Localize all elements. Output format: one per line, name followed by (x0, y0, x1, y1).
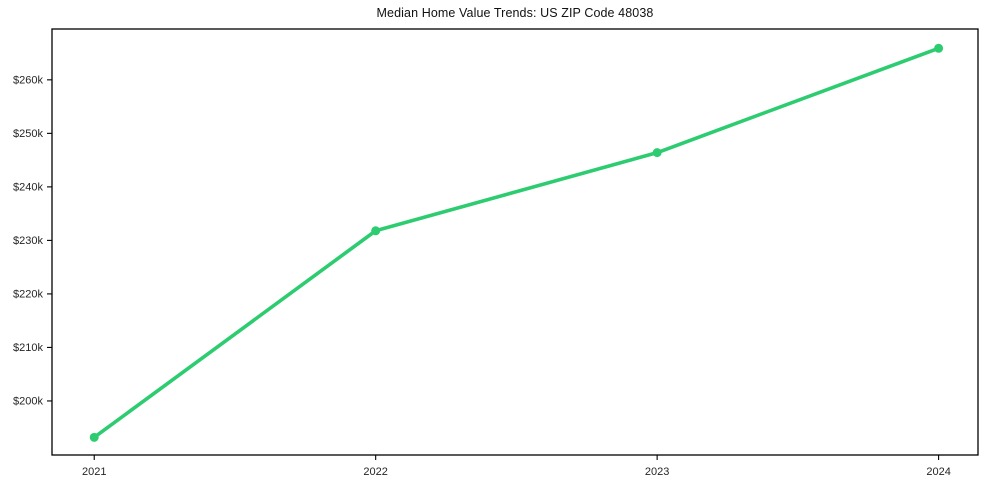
data-point-2023 (652, 148, 662, 158)
x-axis-tick-label: 2024 (926, 466, 950, 478)
y-axis-tick-label: $250k (13, 128, 43, 140)
y-axis-tick-label: $260k (13, 74, 43, 86)
y-axis-tick-label: $210k (13, 342, 43, 354)
chart-title: Median Home Value Trends: US ZIP Code 48… (376, 6, 654, 20)
y-axis-tick-label: $240k (13, 181, 43, 193)
y-axis-tick-label: $230k (13, 235, 43, 247)
series-line (92, 46, 941, 440)
y-axis-tick-label: $220k (13, 288, 43, 300)
x-axis-tick-label: 2021 (82, 466, 106, 478)
data-point-2022 (371, 226, 381, 236)
x-axis-tick-label: 2023 (645, 466, 669, 478)
plot-border (51, 28, 979, 456)
x-axis-tick-label: 2022 (363, 466, 387, 478)
data-point-2021 (89, 432, 99, 442)
data-point-2024 (934, 43, 944, 53)
y-axis-tick-label: $200k (13, 395, 43, 407)
